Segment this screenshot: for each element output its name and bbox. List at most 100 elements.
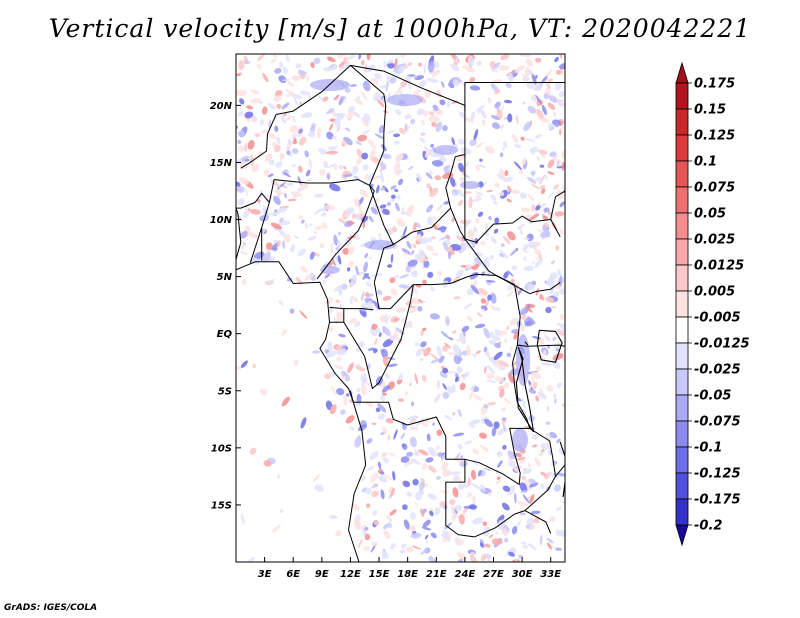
descent-patch xyxy=(562,499,565,504)
descent-patch xyxy=(240,513,245,525)
descent-patch xyxy=(326,131,334,140)
descent-patch xyxy=(366,438,373,444)
ascent-patch xyxy=(408,204,415,210)
descent-patch xyxy=(470,111,476,122)
descent-patch xyxy=(379,204,387,209)
descent-patch xyxy=(325,353,331,359)
descent-patch xyxy=(246,556,255,562)
descent-patch xyxy=(527,543,537,550)
ascent-patch xyxy=(391,91,399,97)
ascent-patch xyxy=(263,460,272,467)
descent-patch xyxy=(406,240,412,249)
ascent-patch xyxy=(360,90,368,101)
ascent-patch xyxy=(322,222,328,230)
descent-patch xyxy=(490,236,497,244)
descent-patch xyxy=(314,484,324,492)
descent-patch xyxy=(305,169,311,177)
ascent-patch xyxy=(265,242,273,250)
ascent-patch xyxy=(522,249,529,254)
ascent-patch xyxy=(509,317,519,326)
descent-patch xyxy=(306,75,309,82)
descent-patch xyxy=(298,71,305,77)
ascent-patch xyxy=(298,136,307,146)
descent-patch xyxy=(377,289,383,296)
descent-patch xyxy=(425,172,433,180)
descent-patch xyxy=(337,255,342,265)
ascent-patch xyxy=(299,310,308,319)
descent-patch xyxy=(462,375,467,380)
lake-outline xyxy=(536,329,563,363)
descent-patch xyxy=(560,325,565,333)
descent-patch xyxy=(386,202,392,206)
descent-patch xyxy=(507,73,514,83)
descent-patch xyxy=(344,61,351,68)
ascent-patch xyxy=(519,54,532,57)
descent-patch xyxy=(364,526,369,531)
descent-patch xyxy=(527,176,537,184)
descent-patch xyxy=(368,215,374,223)
descent-patch xyxy=(275,161,283,168)
descent-patch xyxy=(527,283,535,292)
descent-patch xyxy=(454,508,458,514)
ascent-patch xyxy=(487,492,492,496)
descent-patch xyxy=(535,205,541,211)
ascent-patch xyxy=(347,362,354,374)
descent-patch xyxy=(400,211,408,215)
descent-patch xyxy=(440,225,447,233)
ascent-patch xyxy=(343,166,347,170)
ascent-patch xyxy=(541,188,546,195)
border-line xyxy=(373,244,394,283)
ascent-patch xyxy=(429,111,434,116)
ascent-patch xyxy=(421,348,428,354)
descent-patch xyxy=(553,291,560,298)
ascent-patch xyxy=(332,163,338,170)
descent-patch xyxy=(472,501,476,505)
descent-patch xyxy=(301,219,305,224)
ascent-patch xyxy=(547,542,552,550)
descent-patch xyxy=(427,60,435,73)
ascent-patch xyxy=(270,58,277,64)
ascent-patch xyxy=(298,165,303,173)
descent-patch xyxy=(530,170,535,176)
ascent-patch xyxy=(390,288,398,296)
ascent-patch xyxy=(535,57,542,63)
lake-outline xyxy=(524,341,529,346)
descent-patch xyxy=(387,59,394,64)
descent-patch xyxy=(517,287,523,296)
descent-patch xyxy=(308,91,311,102)
ascent-patch xyxy=(532,94,538,103)
border-line xyxy=(474,510,552,538)
descent-patch xyxy=(364,253,369,259)
descent-patch xyxy=(540,362,553,367)
descent-patch xyxy=(519,192,527,199)
descent-patch xyxy=(460,147,472,155)
ascent-patch xyxy=(417,62,422,67)
descent-patch xyxy=(444,414,453,421)
descent-patch xyxy=(490,292,497,304)
ascent-patch xyxy=(261,229,266,234)
ascent-patch xyxy=(261,106,268,115)
ascent-patch xyxy=(304,273,314,281)
ascent-patch xyxy=(499,191,505,197)
descent-patch xyxy=(556,160,560,169)
descent-patch xyxy=(427,271,434,278)
ascent-patch xyxy=(437,270,443,277)
border-line xyxy=(254,192,270,203)
colorbar-swatch xyxy=(675,82,689,110)
ascent-patch xyxy=(465,263,472,270)
ascent-patch xyxy=(251,163,260,172)
ascent-patch xyxy=(425,244,434,252)
descent-patch xyxy=(309,251,315,260)
descent-patch xyxy=(457,408,462,418)
colorbar-swatch xyxy=(675,186,689,214)
descent-patch xyxy=(419,79,427,88)
descent-streak xyxy=(434,145,458,155)
latitude-axis: 20N 15N 10N 5N EQ 5S 10S 15S xyxy=(210,101,241,511)
descent-patch xyxy=(453,344,461,356)
descent-patch xyxy=(552,336,557,342)
descent-patch xyxy=(480,484,486,492)
ascent-patch xyxy=(369,149,376,160)
ascent-patch xyxy=(483,543,491,548)
descent-patch xyxy=(297,69,308,74)
lat-tick-label: 20N xyxy=(210,101,233,112)
